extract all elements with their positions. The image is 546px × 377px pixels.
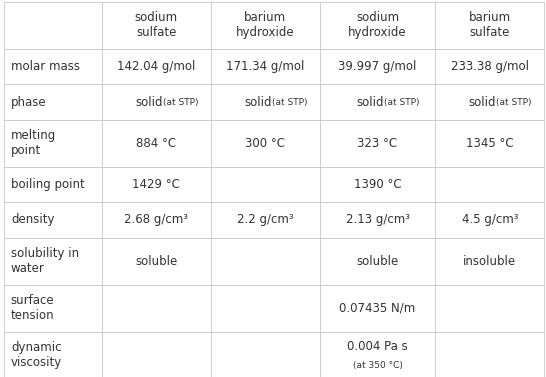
Bar [320,2,435,49]
Text: 171.34 g/mol: 171.34 g/mol [226,60,305,73]
Text: 323 °C: 323 °C [358,137,397,150]
Bar [4,202,102,238]
Text: 233.38 g/mol: 233.38 g/mol [451,60,529,73]
Text: 39.997 g/mol: 39.997 g/mol [339,60,417,73]
Text: soluble: soluble [135,254,177,268]
Text: barium
sulfate: barium sulfate [468,11,511,40]
Text: phase: phase [11,95,46,109]
Text: density: density [11,213,55,227]
Text: (at STP): (at STP) [496,98,532,107]
Text: melting
point: melting point [11,129,56,157]
Text: barium
hydroxide: barium hydroxide [236,11,295,40]
Bar [4,84,102,120]
Text: sodium
hydroxide: sodium hydroxide [348,11,407,40]
Bar [4,167,102,202]
Bar [4,285,102,332]
Text: 1345 °C: 1345 °C [466,137,514,150]
Bar [211,238,320,285]
Text: solubility in
water: solubility in water [11,247,79,275]
Bar [102,49,211,84]
Bar [435,49,544,84]
Bar [102,84,211,120]
Bar [211,84,320,120]
Bar [102,202,211,238]
Bar [320,167,435,202]
Text: (at STP): (at STP) [163,98,198,107]
Text: molar mass: molar mass [11,60,80,73]
Text: insoluble: insoluble [463,254,517,268]
Text: 884 °C: 884 °C [136,137,176,150]
Bar [320,285,435,332]
Text: solid: solid [135,95,163,109]
Bar [4,2,102,49]
Bar [211,332,320,377]
Text: surface
tension: surface tension [11,294,55,322]
Bar [211,285,320,332]
Text: 0.004 Pa s: 0.004 Pa s [347,340,408,353]
Text: 2.68 g/cm³: 2.68 g/cm³ [124,213,188,227]
Bar [4,120,102,167]
Bar [4,238,102,285]
Text: 142.04 g/mol: 142.04 g/mol [117,60,195,73]
Bar [211,167,320,202]
Bar [211,2,320,49]
Bar [4,332,102,377]
Bar [211,49,320,84]
Bar [102,285,211,332]
Bar [435,120,544,167]
Text: solid: solid [469,95,496,109]
Text: (at STP): (at STP) [272,98,307,107]
Bar [320,49,435,84]
Text: 2.13 g/cm³: 2.13 g/cm³ [346,213,410,227]
Text: soluble: soluble [357,254,399,268]
Bar [435,202,544,238]
Text: 1429 °C: 1429 °C [132,178,180,191]
Bar [320,238,435,285]
Bar [320,120,435,167]
Text: 1390 °C: 1390 °C [354,178,401,191]
Bar [4,49,102,84]
Bar [320,332,435,377]
Bar [435,238,544,285]
Bar [435,332,544,377]
Bar [435,285,544,332]
Text: solid: solid [357,95,384,109]
Text: 300 °C: 300 °C [245,137,286,150]
Bar [320,84,435,120]
Bar [211,202,320,238]
Text: 2.2 g/cm³: 2.2 g/cm³ [237,213,294,227]
Text: (at 350 °C): (at 350 °C) [353,361,402,370]
Bar [102,2,211,49]
Bar [102,238,211,285]
Bar [435,167,544,202]
Bar [435,84,544,120]
Text: sodium
sulfate: sodium sulfate [135,11,177,40]
Text: 0.07435 N/m: 0.07435 N/m [340,302,416,315]
Bar [102,120,211,167]
Bar [211,120,320,167]
Text: (at STP): (at STP) [384,98,420,107]
Text: 4.5 g/cm³: 4.5 g/cm³ [461,213,518,227]
Bar [102,167,211,202]
Text: dynamic
viscosity: dynamic viscosity [11,341,62,369]
Bar [102,332,211,377]
Bar [320,202,435,238]
Text: boiling point: boiling point [11,178,85,191]
Text: solid: solid [245,95,272,109]
Bar [435,2,544,49]
